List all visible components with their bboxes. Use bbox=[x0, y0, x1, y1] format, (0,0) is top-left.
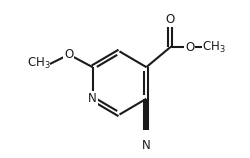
Text: N: N bbox=[142, 139, 151, 152]
Text: O: O bbox=[64, 48, 74, 61]
Text: O: O bbox=[185, 41, 194, 54]
Text: CH$_3$: CH$_3$ bbox=[202, 40, 226, 55]
Text: CH$_3$: CH$_3$ bbox=[27, 56, 51, 71]
Text: O: O bbox=[166, 13, 175, 26]
Text: N: N bbox=[88, 92, 97, 105]
